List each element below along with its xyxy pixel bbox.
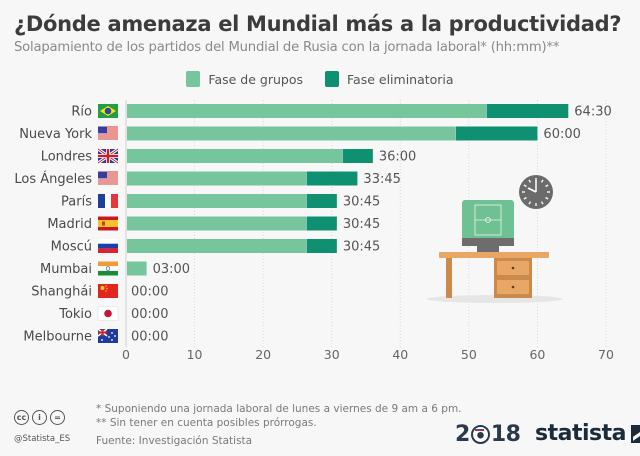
category-label: Moscú xyxy=(51,240,92,255)
data-label: 00:00 xyxy=(131,330,168,345)
clock-tick xyxy=(528,179,532,183)
bar-knockout-stage xyxy=(306,239,337,253)
bar-knockout-stage xyxy=(486,104,569,118)
statista-wordmark: statista xyxy=(535,421,626,446)
twitter-handle[interactable]: @Statista_ES xyxy=(14,434,71,444)
category-label: Nueva York xyxy=(19,127,92,142)
flag-usa-icon xyxy=(98,126,118,141)
flag-usa-icon xyxy=(98,171,118,186)
world-cup-2018-logo: 2 18 xyxy=(455,422,521,447)
monitor-stand xyxy=(477,246,499,252)
bar-knockout-stage xyxy=(342,149,373,163)
flag-france-icon xyxy=(98,194,118,208)
data-label: 03:00 xyxy=(153,262,190,277)
statista-logo[interactable]: statista xyxy=(535,421,640,446)
data-label: 00:00 xyxy=(131,307,168,322)
bar-group-stage xyxy=(127,104,486,118)
x-tick-label: 0 xyxy=(122,347,130,362)
data-label: 00:00 xyxy=(131,285,168,300)
flag-india-icon xyxy=(98,261,118,276)
bar-group-stage xyxy=(127,261,147,276)
clock-tick xyxy=(528,201,532,205)
data-label: 33:45 xyxy=(363,172,400,187)
clock-tick xyxy=(523,196,527,200)
source-note: Fuente: Investigación Statista xyxy=(96,435,253,447)
chart-title: ¿Dónde amenaza el Mundial más a la produ… xyxy=(14,12,622,36)
no-derivatives-icon: = xyxy=(50,410,65,425)
bar-group-stage xyxy=(127,239,306,253)
category-label: Río xyxy=(71,105,92,120)
category-label: Los Ángeles xyxy=(14,171,92,187)
flag-japan-icon xyxy=(97,306,119,321)
data-label: 60:00 xyxy=(543,127,580,142)
bar-knockout-stage xyxy=(455,126,538,141)
clock-hour-hand xyxy=(527,187,537,193)
clock-tick xyxy=(545,196,549,200)
bar-knockout-stage xyxy=(306,216,337,231)
bar-group-stage xyxy=(127,171,306,186)
category-label: Madrid xyxy=(47,217,92,232)
chart-subtitle: Solapamiento de los partidos del Mundial… xyxy=(14,40,560,55)
legend: Fase de grupos Fase eliminatoria xyxy=(0,71,640,87)
bar-knockout-stage xyxy=(306,171,358,186)
x-tick-label: 60 xyxy=(529,347,545,362)
legend-item-knockout-stage: Fase eliminatoria xyxy=(325,71,454,87)
footnote-extra-time: ** Sin tener en cuenta posibles prórroga… xyxy=(96,417,317,429)
flag-australia-icon xyxy=(97,328,118,343)
wc-year-left: 2 xyxy=(455,422,470,447)
x-tick-label: 20 xyxy=(255,347,271,362)
flag-china-icon xyxy=(98,284,118,298)
flag-spain-icon xyxy=(98,216,118,231)
bar-group-stage xyxy=(127,126,456,141)
flag-brazil-icon xyxy=(98,104,118,118)
x-tick-label: 70 xyxy=(598,347,614,362)
footnote-workday: * Suponiendo una jornada laboral de lune… xyxy=(96,403,462,415)
x-tick-label: 40 xyxy=(392,347,408,362)
legend-swatch-knockout-stage xyxy=(325,71,339,87)
category-label: París xyxy=(61,195,92,210)
data-label: 30:45 xyxy=(343,195,380,210)
data-label: 30:45 xyxy=(343,217,380,232)
bar-group-stage xyxy=(127,149,342,163)
x-tick-label: 30 xyxy=(324,347,340,362)
bar-chart: Río 64:30 Nueva York 60:00 Londres 36:00 Los Á… xyxy=(14,100,614,362)
statista-icon xyxy=(630,424,640,443)
bar-group-stage xyxy=(127,194,306,208)
data-label: 36:00 xyxy=(379,150,416,165)
legend-label: Fase eliminatoria xyxy=(347,71,454,87)
office-illustration xyxy=(427,175,563,303)
attribution-icon: i xyxy=(32,410,47,425)
drawer-knob xyxy=(511,266,515,270)
monitor-bezel xyxy=(462,238,514,246)
desk-leg xyxy=(446,258,452,298)
bar-knockout-stage xyxy=(306,194,337,208)
creative-commons-badge[interactable]: cc i = xyxy=(14,410,65,425)
football-icon xyxy=(470,425,490,444)
legend-swatch-group-stage xyxy=(186,71,201,87)
clock-tick xyxy=(545,184,549,188)
pitch-center-circle xyxy=(485,217,491,223)
legend-item-group-stage: Fase de grupos xyxy=(186,71,303,87)
cc-icon: cc xyxy=(14,410,29,425)
bar-group-stage xyxy=(127,216,306,231)
legend-label: Fase de grupos xyxy=(208,71,303,87)
data-label: 30:45 xyxy=(343,240,380,255)
category-label: Mumbai xyxy=(40,262,92,277)
desk-top xyxy=(439,252,549,258)
drawer-knob xyxy=(511,285,515,289)
x-tick-label: 10 xyxy=(187,347,203,362)
category-label: Melbourne xyxy=(23,330,92,345)
clock-tick xyxy=(540,179,544,183)
data-label: 64:30 xyxy=(574,105,611,120)
wc-year-right: 18 xyxy=(490,422,521,447)
category-label: Shanghái xyxy=(31,285,92,300)
x-tick-label: 50 xyxy=(461,347,477,362)
category-label: Tokio xyxy=(58,307,92,322)
flag-russia-icon xyxy=(98,239,118,253)
clock-tick xyxy=(523,184,527,188)
category-label: Londres xyxy=(41,150,93,165)
flag-uk-icon xyxy=(97,147,119,165)
clock-tick xyxy=(540,201,544,205)
